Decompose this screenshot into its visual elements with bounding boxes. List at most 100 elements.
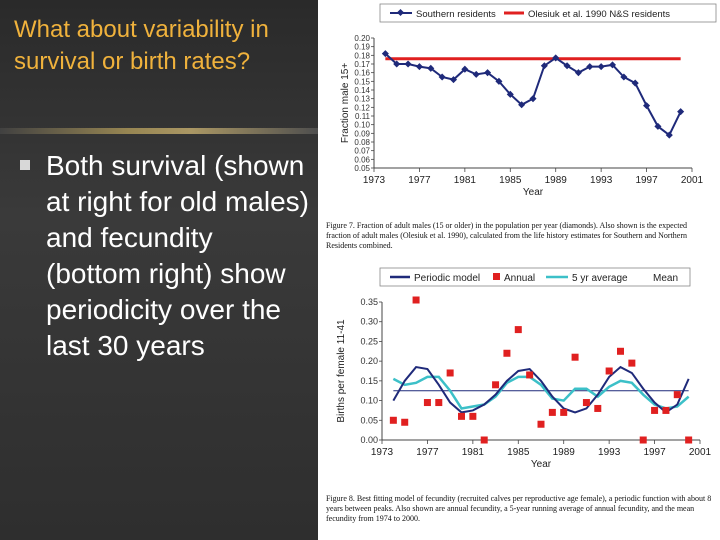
data-point — [449, 76, 458, 84]
y-tick-label: 0.17 — [354, 60, 370, 69]
x-tick-label: 1993 — [598, 447, 621, 458]
data-point — [677, 108, 685, 116]
annual-point — [446, 369, 454, 377]
y-tick-label: 0.12 — [354, 103, 370, 112]
data-point — [472, 70, 480, 78]
y-tick-label: 0.20 — [354, 34, 370, 43]
annual-point — [605, 367, 613, 375]
y-tick-label: 0.20 — [360, 356, 378, 366]
y-tick-label: 0.35 — [360, 297, 378, 307]
x-tick-label: 1973 — [363, 175, 386, 186]
data-point — [586, 63, 594, 71]
legend-label-mean: Mean — [653, 273, 678, 284]
legend-diamond-icon — [396, 8, 405, 17]
x-tick-label: 1977 — [416, 447, 439, 458]
y-tick-label: 0.10 — [360, 396, 378, 406]
annual-point — [651, 406, 659, 414]
x-tick-label: 1973 — [371, 447, 394, 458]
x-tick-label: 1985 — [507, 447, 530, 458]
annual-point — [480, 436, 488, 444]
annual-point — [639, 436, 647, 444]
x-tick-label: 2001 — [681, 175, 704, 186]
annual-point — [537, 420, 545, 428]
chart-fecundity: 0.00 0.05 0.10 0.15 0.20 0.25 0.30 0.35 1973 1977… — [336, 267, 712, 470]
x-tick-label: 1989 — [545, 175, 568, 186]
y-tick-label: 0.06 — [354, 155, 370, 164]
data-point — [438, 73, 446, 81]
annual-point — [571, 353, 579, 361]
y-axis-label: Fraction male 15+ — [340, 63, 351, 143]
annual-point — [685, 436, 693, 444]
annual-point — [514, 326, 522, 334]
figure-8-caption: Figure 8. Best fitting model of fecundit… — [326, 494, 712, 523]
y-tick-label: 0.10 — [354, 121, 370, 130]
annual-point — [389, 416, 397, 424]
annual-point — [594, 404, 602, 412]
x-axis-label: Year — [531, 459, 552, 470]
y-tick-label: 0.19 — [354, 43, 370, 52]
y-tick-label: 0.25 — [360, 336, 378, 346]
annual-point — [503, 349, 511, 357]
y-tick-label: 0.05 — [354, 164, 370, 173]
y-tick-label: 0.13 — [354, 95, 370, 104]
five-year-average-line — [392, 375, 690, 410]
slide-title: What about variability in survival or bi… — [14, 16, 269, 75]
bullet-square-icon — [20, 160, 30, 170]
y-tick-label: 0.14 — [354, 86, 370, 95]
x-tick-label: 1981 — [462, 447, 485, 458]
y-tick-label: 0.11 — [355, 112, 371, 121]
y-axis-label: Births per female 11-41 — [336, 319, 347, 423]
data-point — [597, 63, 605, 71]
annual-point — [560, 408, 568, 416]
data-point — [563, 62, 571, 70]
y-tick-label: 0.07 — [354, 147, 370, 156]
x-tick-label: 1977 — [408, 175, 431, 186]
legend-label-periodic: Periodic model — [414, 273, 480, 284]
x-tick-label: 2001 — [689, 447, 712, 458]
y-tick-label: 0.08 — [354, 138, 370, 147]
legend-label-annual: Annual — [504, 273, 535, 284]
data-point — [631, 79, 639, 87]
periodic-model-line — [392, 365, 690, 414]
legend-label-5yr: 5 yr average — [572, 273, 628, 284]
annual-point — [673, 391, 681, 399]
x-tick-label: 1997 — [635, 175, 658, 186]
y-tick-label: 0.15 — [354, 77, 370, 86]
annual-point — [526, 371, 534, 379]
x-tick-label: 1985 — [499, 175, 522, 186]
annual-point — [435, 399, 443, 407]
annual-point — [492, 381, 500, 389]
x-tick-label: 1993 — [590, 175, 613, 186]
slide-text-panel: What about variability in survival or bi… — [0, 0, 318, 540]
annual-point — [582, 399, 590, 407]
x-tick-label: 1989 — [553, 447, 576, 458]
annual-point — [617, 347, 624, 355]
legend-label-olesiuk: Olesiuk et al. 1990 N&S residents — [528, 9, 670, 20]
y-tick-label: 0.30 — [360, 317, 378, 327]
chart-fraction-males: 0.050.060.070.080.090.100.110.120.130.14… — [340, 3, 717, 198]
title-divider — [0, 128, 318, 134]
data-point — [415, 63, 423, 71]
legend-swatch-annual — [493, 273, 500, 280]
data-point — [427, 64, 435, 72]
annual-point — [412, 296, 420, 304]
annual-point — [469, 412, 477, 420]
y-tick-label: 0.00 — [360, 435, 378, 445]
annual-point — [628, 359, 636, 367]
data-point — [608, 61, 617, 69]
figures-panel: 0.05 0.06 0.07 0.08 0.09 0.10 0.11 0.12 0.13 0.14… — [318, 0, 720, 540]
annual-point — [423, 399, 431, 407]
data-point — [404, 60, 412, 68]
data-point — [529, 95, 537, 103]
x-tick-label: 1997 — [643, 447, 666, 458]
y-tick-label: 0.05 — [360, 415, 378, 425]
bullet-text: Both survival (shown at right for old ma… — [46, 150, 309, 361]
y-tick-label: 0.16 — [354, 69, 370, 78]
y-tick-label: 0.09 — [354, 129, 370, 138]
legend-label-southern: Southern residents — [416, 9, 496, 20]
legend-box — [379, 3, 717, 23]
annual-point — [662, 406, 670, 414]
data-point — [461, 65, 469, 73]
legend-box — [379, 267, 691, 287]
annual-point — [548, 408, 556, 416]
